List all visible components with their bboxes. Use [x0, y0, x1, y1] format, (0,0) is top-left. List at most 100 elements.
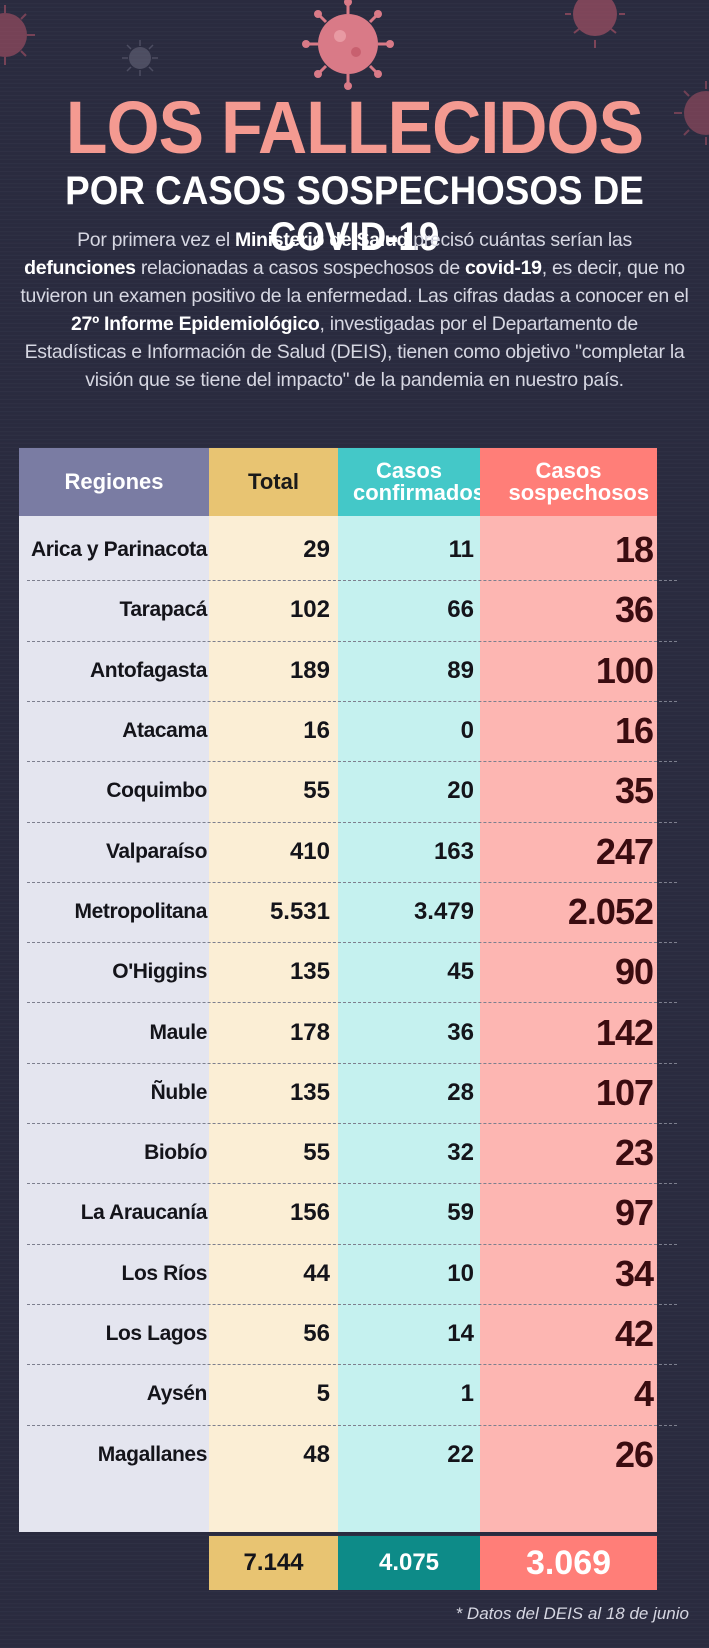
- table-row: Atacama 16 0 16: [19, 700, 689, 761]
- total-cell: 16: [303, 717, 330, 745]
- suspected-cell: 42: [614, 1313, 654, 1355]
- virus-icon: [122, 40, 158, 76]
- region-cell: Los Ríos: [121, 1261, 208, 1285]
- region-cell: Metropolitana: [74, 899, 208, 923]
- table-row: Maule 178 36 142: [19, 1002, 689, 1062]
- confirmed-column: [338, 448, 480, 1532]
- suspected-cell: 107: [595, 1071, 654, 1113]
- row-divider: [27, 881, 677, 883]
- suspected-cell: 247: [595, 830, 654, 872]
- header-suspected: Casos sospechosos: [480, 448, 657, 516]
- region-cell: Biobío: [144, 1141, 207, 1165]
- regions-column: [19, 448, 209, 1532]
- total-cell: 135: [289, 1078, 330, 1106]
- table-row: Antofagasta 189 89 100: [19, 640, 689, 701]
- row-divider: [27, 821, 677, 823]
- suspected-sum: 3.069: [480, 1536, 657, 1590]
- confirmed-cell: 10: [447, 1259, 474, 1287]
- total-cell: 55: [303, 1139, 330, 1167]
- table-row: Coquimbo 55 20 35: [19, 761, 689, 821]
- region-cell: Los Lagos: [105, 1322, 208, 1346]
- table-row: Metropolitana 5.531 3.479 2.052: [19, 881, 689, 942]
- suspected-cell: 100: [595, 649, 654, 691]
- table-row: O'Higgins 135 45 90: [19, 942, 689, 1002]
- total-cell: 156: [289, 1199, 330, 1227]
- row-divider: [27, 580, 677, 582]
- table-row: Los Ríos 44 10 34: [19, 1243, 689, 1304]
- confirmed-cell: 45: [447, 958, 474, 986]
- region-cell: Aysén: [146, 1382, 208, 1406]
- confirmed-cell: 28: [447, 1078, 474, 1106]
- suspected-column: [480, 448, 657, 1532]
- table-row: Aysén 5 1 4: [19, 1364, 689, 1424]
- total-cell: 135: [289, 958, 330, 986]
- header-confirmed: Casos confirmados: [338, 448, 486, 516]
- suspected-cell: 35: [614, 770, 654, 812]
- confirmed-cell: 36: [447, 1018, 474, 1046]
- region-cell: Tarapacá: [119, 598, 208, 622]
- total-cell: 102: [289, 596, 330, 624]
- table-row: Valparaíso 410 163 247: [19, 821, 689, 882]
- total-cell: 189: [289, 656, 330, 684]
- row-divider: [27, 700, 677, 702]
- row-divider: [27, 761, 677, 763]
- header-regions-label: Regiones: [64, 469, 164, 494]
- row-divider: [27, 1123, 677, 1124]
- total-cell: 56: [303, 1320, 330, 1348]
- confirmed-cell: 163: [433, 837, 474, 865]
- region-cell: Ñuble: [150, 1080, 208, 1104]
- suspected-cell: 26: [614, 1433, 654, 1475]
- row-divider: [27, 1364, 677, 1366]
- region-cell: Valparaíso: [105, 839, 207, 863]
- header-regions: Regiones: [19, 448, 209, 516]
- region-cell: Arica y Parinacota: [30, 538, 207, 562]
- region-cell: Antofagasta: [90, 658, 207, 682]
- confirmed-cell: 89: [447, 656, 474, 684]
- table-row: Arica y Parinacota 29 11 18: [19, 520, 689, 580]
- suspected-cell: 97: [614, 1192, 654, 1234]
- suspected-cell: 34: [614, 1252, 654, 1294]
- total-cell: 5: [316, 1380, 330, 1408]
- total-cell: 178: [289, 1018, 330, 1046]
- header-suspected-label: Casos sospechosos: [508, 458, 650, 505]
- confirmed-cell: 20: [447, 777, 474, 805]
- row-divider: [27, 1183, 677, 1185]
- page-subtitle: POR CASOS SOSPECHOSOS DE COVID-19: [65, 169, 644, 259]
- confirmed-cell: 32: [447, 1139, 474, 1167]
- header-total-label: Total: [248, 469, 299, 494]
- total-cell: 29: [303, 536, 330, 564]
- row-divider: [27, 1062, 677, 1064]
- row-divider: [27, 942, 677, 944]
- table-row: Ñuble 135 28 107: [19, 1062, 689, 1123]
- header-total: Total: [209, 448, 338, 516]
- virus-icon: [565, 0, 625, 48]
- confirmed-cell: 0: [460, 717, 474, 745]
- suspected-cell: 4: [633, 1373, 654, 1415]
- page-title: LOS FALLECIDOS: [65, 86, 644, 169]
- total-column: [209, 448, 338, 1532]
- confirmed-cell: 66: [447, 596, 474, 624]
- suspected-cell: 23: [614, 1132, 654, 1174]
- confirmed-sum: 4.075: [338, 1536, 480, 1590]
- total-cell: 44: [303, 1259, 330, 1287]
- virus-icon: [674, 81, 709, 145]
- row-divider: [27, 1303, 677, 1305]
- table-row: La Araucanía 156 59 97: [19, 1183, 689, 1243]
- header-confirmed-label: Casos confirmados: [353, 458, 486, 505]
- row-divider: [27, 640, 677, 642]
- confirmed-cell: 11: [448, 536, 474, 564]
- total-cell: 410: [289, 837, 330, 865]
- suspected-cell: 18: [614, 529, 654, 571]
- intro-paragraph: Por primera vez el Ministerio de Salud p…: [20, 229, 689, 391]
- virus-icon: [302, 0, 394, 90]
- row-divider: [27, 1002, 677, 1004]
- table-row: Los Lagos 56 14 42: [19, 1303, 689, 1364]
- suspected-cell: 90: [614, 951, 654, 993]
- confirmed-cell: 22: [447, 1440, 474, 1468]
- confirmed-cell: 59: [447, 1199, 474, 1227]
- confirmed-cell: 3.479: [413, 897, 474, 925]
- row-divider: [27, 1243, 677, 1245]
- region-cell: Atacama: [122, 719, 207, 743]
- table-row: Tarapacá 102 66 36: [19, 580, 689, 640]
- suspected-cell: 2.052: [567, 890, 654, 932]
